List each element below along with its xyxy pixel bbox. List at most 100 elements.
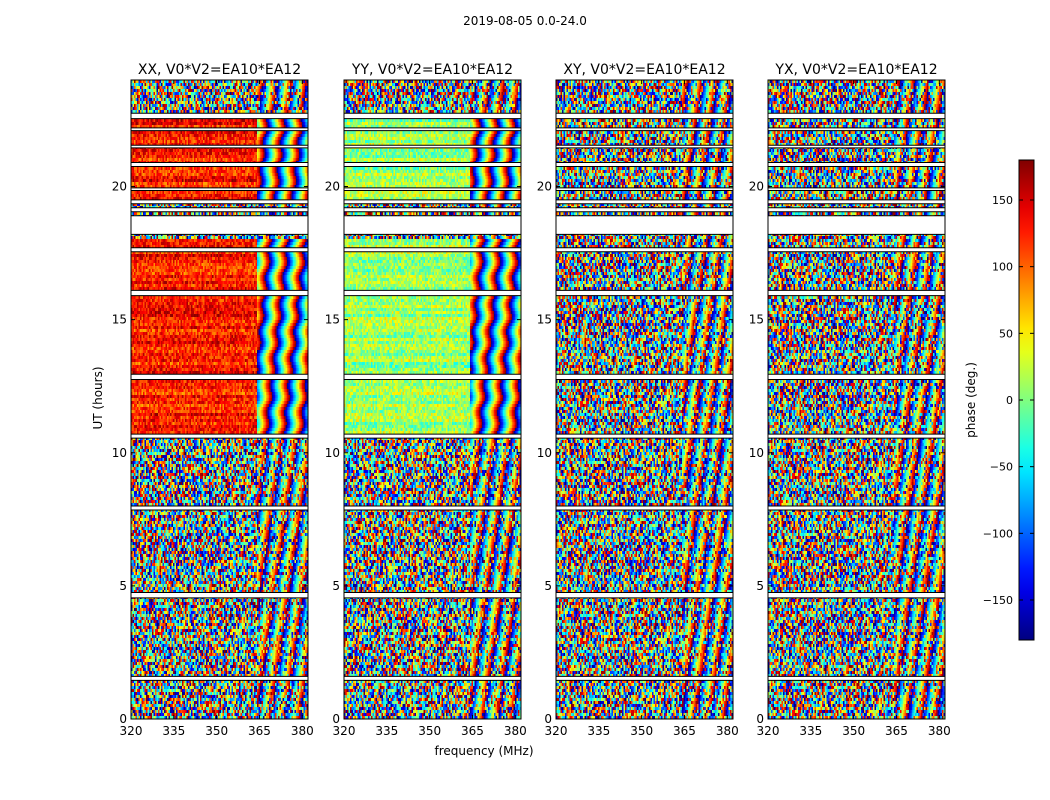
flagged-band xyxy=(768,592,945,598)
y-tick-label: 20 xyxy=(112,180,127,194)
flagged-band xyxy=(556,676,733,681)
y-tick-label: 0 xyxy=(119,712,127,726)
flagged-band xyxy=(131,207,308,212)
x-tick-label: 365 xyxy=(673,724,696,738)
panel-xy: XY, V0*V2=EA10*EA12 320 335 350 365 380 0 5 10 15… xyxy=(537,62,739,738)
flagged-band xyxy=(556,374,733,380)
flagged-band xyxy=(556,247,733,252)
figure-suptitle: 2019-08-05 0.0-24.0 xyxy=(463,14,587,28)
y-tick-label: 5 xyxy=(756,579,764,593)
y-tick-label: 5 xyxy=(119,579,127,593)
flagged-band xyxy=(768,199,945,204)
flagged-band xyxy=(768,676,945,681)
x-tick-label: 365 xyxy=(885,724,908,738)
y-tick-label: 15 xyxy=(112,313,127,327)
flagged-band xyxy=(556,199,733,204)
flagged-band xyxy=(131,127,308,131)
panel-yx: YX, V0*V2=EA10*EA12 320 335 350 365 380 0 5 10 15… xyxy=(749,62,951,738)
flagged-band xyxy=(131,434,308,439)
y-tick-label: 10 xyxy=(537,446,552,460)
colorbar-tick-label: 150 xyxy=(992,194,1013,207)
y-tick-label: 0 xyxy=(544,712,552,726)
flagged-band xyxy=(344,113,521,119)
colorbar-tick-label: 100 xyxy=(992,261,1013,274)
flagged-band xyxy=(768,207,945,212)
x-tick-label: 350 xyxy=(630,724,653,738)
panel-frame xyxy=(130,79,309,720)
flagged-band xyxy=(344,207,521,212)
flagged-band xyxy=(556,207,733,212)
flagged-band xyxy=(556,434,733,439)
flagged-band xyxy=(131,113,308,119)
x-tick-label: 380 xyxy=(716,724,739,738)
x-tick-label: 380 xyxy=(291,724,314,738)
x-tick-label: 365 xyxy=(248,724,271,738)
x-tick-label: 350 xyxy=(205,724,228,738)
flagged-band xyxy=(131,162,308,167)
flagged-band xyxy=(344,187,521,191)
y-tick-label: 10 xyxy=(325,446,340,460)
flagged-band xyxy=(344,162,521,167)
x-tick-label: 335 xyxy=(162,724,185,738)
flagged-band xyxy=(131,290,308,296)
panel-title: YY, V0*V2=EA10*EA12 xyxy=(351,62,513,78)
flagged-band xyxy=(768,162,945,167)
flagged-band xyxy=(344,290,521,296)
x-tick-label: 320 xyxy=(120,724,143,738)
panel-frame xyxy=(555,79,734,720)
flagged-band xyxy=(768,145,945,148)
y-tick-label: 0 xyxy=(756,712,764,726)
flagged-band xyxy=(768,187,945,191)
flagged-band xyxy=(556,592,733,598)
y-tick-label: 15 xyxy=(749,313,764,327)
flagged-band xyxy=(131,506,308,510)
colorbar-label: phase (deg.) xyxy=(964,362,978,438)
flagged-band xyxy=(344,434,521,439)
x-tick-label: 320 xyxy=(545,724,568,738)
flagged-band xyxy=(768,247,945,252)
flagged-band xyxy=(344,592,521,598)
flagged-band xyxy=(768,434,945,439)
flagged-band xyxy=(768,506,945,510)
flagged-band xyxy=(556,162,733,167)
colorbar-tick-label: −150 xyxy=(983,594,1013,607)
y-tick-label: 10 xyxy=(749,446,764,460)
y-tick-label: 20 xyxy=(749,180,764,194)
flagged-band xyxy=(344,374,521,380)
flagged-band xyxy=(556,290,733,296)
flagged-band xyxy=(556,113,733,119)
x-tick-label: 380 xyxy=(928,724,951,738)
flagged-band xyxy=(344,215,521,235)
flagged-band xyxy=(768,127,945,131)
panel-title: XX, V0*V2=EA10*EA12 xyxy=(138,62,301,78)
colorbar-tick-label: 0 xyxy=(1006,394,1013,407)
flagged-band xyxy=(131,247,308,252)
x-tick-label: 350 xyxy=(418,724,441,738)
heatmap-raster xyxy=(131,80,308,719)
panel-frame xyxy=(343,79,522,720)
y-tick-label: 15 xyxy=(325,313,340,327)
colorbar-tick-label: −50 xyxy=(990,461,1013,474)
flagged-band xyxy=(131,215,308,235)
x-tick-label: 350 xyxy=(842,724,865,738)
flagged-band xyxy=(556,127,733,131)
x-tick-label: 380 xyxy=(504,724,527,738)
y-axis-label: UT (hours) xyxy=(91,366,105,430)
heatmap-raster xyxy=(768,80,945,719)
flagged-band xyxy=(556,145,733,148)
flagged-band xyxy=(344,247,521,252)
flagged-band xyxy=(768,290,945,296)
flagged-band xyxy=(344,506,521,510)
colorbar: 150 100 50 0 −50 −100 −150 xyxy=(983,159,1035,641)
y-tick-label: 20 xyxy=(325,180,340,194)
colorbar-tick-label: −100 xyxy=(983,527,1013,540)
panel-frame xyxy=(767,79,946,720)
x-tick-label: 335 xyxy=(375,724,398,738)
flagged-band xyxy=(556,215,733,235)
x-tick-label: 320 xyxy=(333,724,356,738)
y-tick-label: 0 xyxy=(332,712,340,726)
flagged-band xyxy=(131,199,308,204)
flagged-band xyxy=(556,506,733,510)
flagged-band xyxy=(344,127,521,131)
